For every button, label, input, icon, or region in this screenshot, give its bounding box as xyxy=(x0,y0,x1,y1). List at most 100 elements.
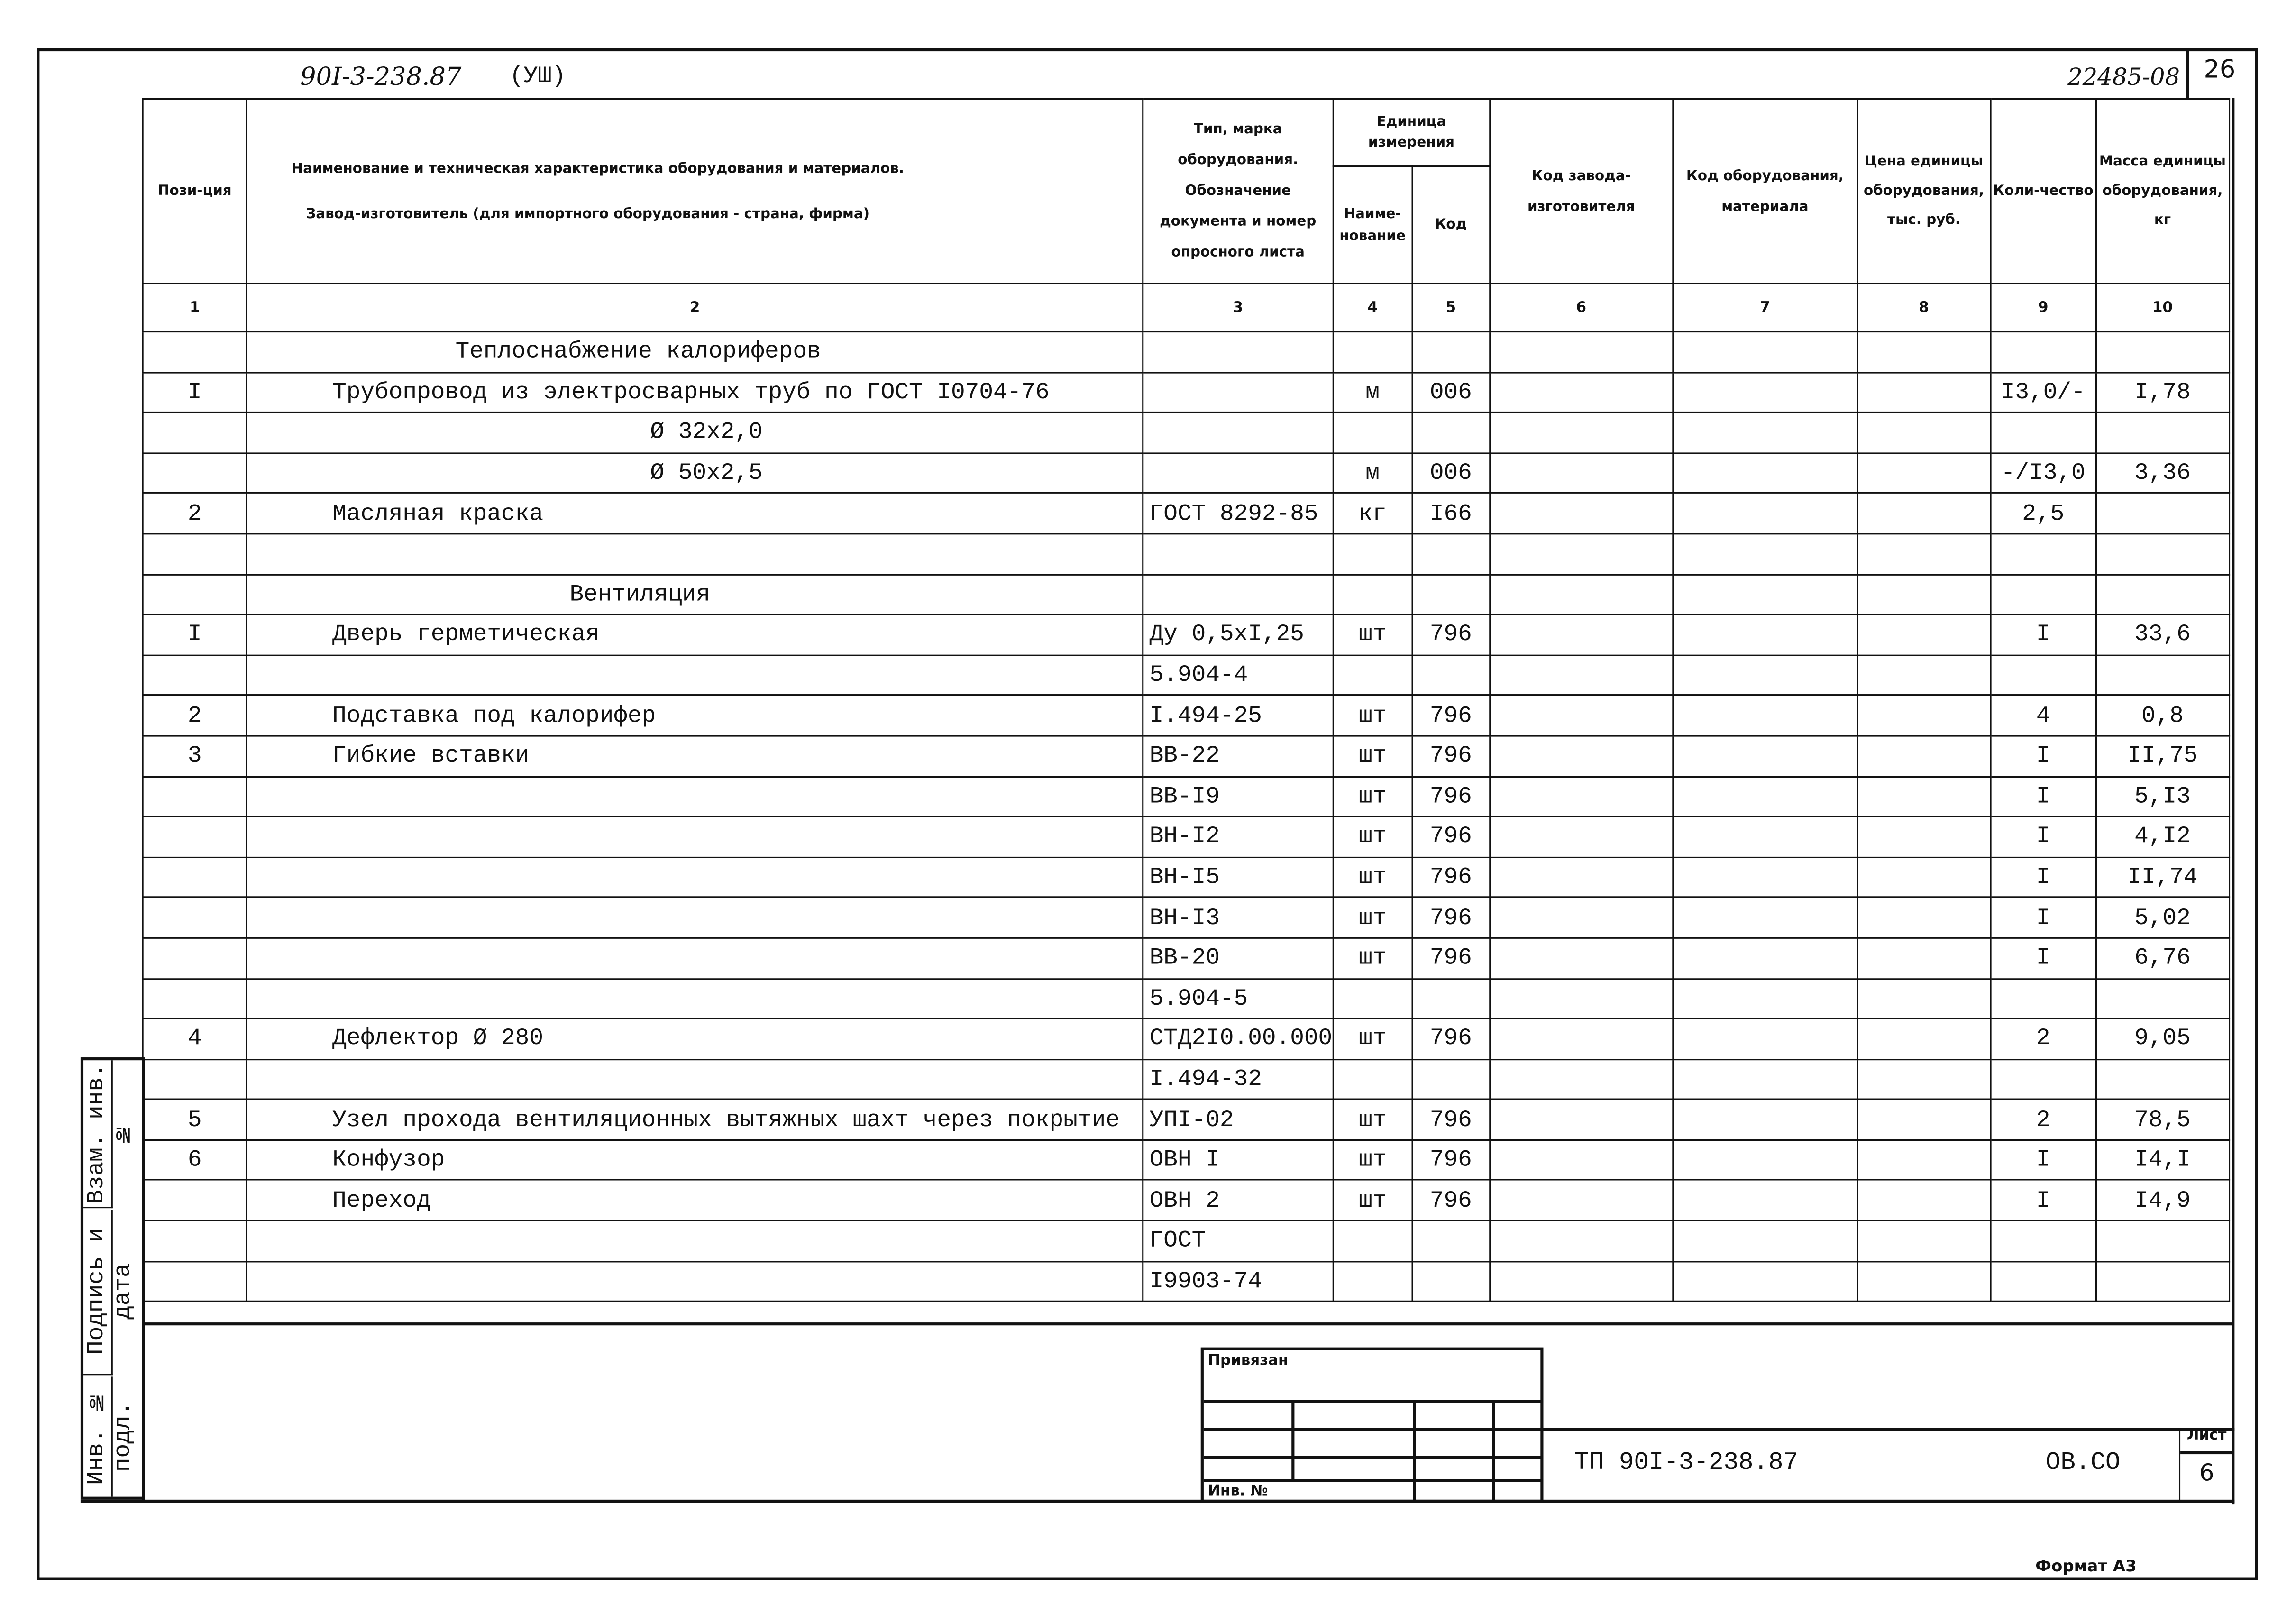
cell-unit-code: 796 xyxy=(1411,856,1491,899)
header-type: Тип, марка оборудования. Обозначение док… xyxy=(1142,98,1334,284)
cell-quantity: I xyxy=(1990,897,2097,939)
cell-unit: шт xyxy=(1332,1018,1413,1060)
linked-stamp: Привязан Инв. № xyxy=(1200,1347,1544,1503)
cell-equipment-code xyxy=(1672,331,1858,373)
cell-unit xyxy=(1332,533,1413,575)
cell-quantity xyxy=(1990,1220,2097,1262)
column-number: 2 xyxy=(246,283,1144,333)
cell-quantity xyxy=(1990,412,2097,454)
column-number: 1 xyxy=(142,283,247,333)
cell-price xyxy=(1856,533,1992,575)
cell-price xyxy=(1856,614,1992,656)
original-inv-label: Инв. № подл. xyxy=(83,1388,137,1485)
table-row: Вентиляция xyxy=(142,573,2230,615)
header-name: Наименование и техническая характеристик… xyxy=(246,98,1144,284)
cell-price xyxy=(1856,897,1992,939)
cell-unit-code xyxy=(1411,1220,1491,1262)
table-row: 5 Узел прохода вентиляционных вытяжных ша… xyxy=(142,1099,2230,1141)
cell-name: Вентиляция xyxy=(246,573,1144,615)
cell-unit-code: 796 xyxy=(1411,1179,1491,1222)
cell-equipment-code xyxy=(1672,735,1858,777)
cell-unit-code xyxy=(1411,533,1491,575)
column-number: 5 xyxy=(1411,283,1491,333)
header-unit-name: Наиме-нование xyxy=(1332,165,1413,284)
cell-name: Подставка под калорифер xyxy=(246,695,1144,737)
cell-factory-code xyxy=(1489,452,1674,495)
cell-factory-code xyxy=(1489,492,1674,535)
cell-price xyxy=(1856,412,1992,454)
cell-type: ОВН I xyxy=(1142,1139,1334,1181)
cell-quantity: -/I3,0 xyxy=(1990,452,2097,495)
sheet-box: Лист 6 xyxy=(2178,1428,2233,1501)
cell-equipment-code xyxy=(1672,492,1858,535)
table-row: ВН-I5 шт 796 I II,74 xyxy=(142,856,2230,899)
cell-price xyxy=(1856,573,1992,615)
table-row: Теплоснабжение калориферов xyxy=(142,331,2230,373)
cell-mass: I,78 xyxy=(2095,371,2230,413)
cell-type: УПI-02 xyxy=(1142,1099,1334,1141)
cell-type: Ду 0,5xI,25 xyxy=(1142,614,1334,656)
cell-unit-code: 796 xyxy=(1411,775,1491,817)
cell-position xyxy=(142,816,247,858)
cell-price xyxy=(1856,1139,1992,1181)
cell-name xyxy=(246,1260,1144,1303)
cell-quantity: I3,0/- xyxy=(1990,371,2097,413)
cell-name: Ø 50x2,5 xyxy=(246,452,1144,495)
cell-type: ГОСТ xyxy=(1142,1220,1334,1262)
cell-type: ВВ-I9 xyxy=(1142,775,1334,817)
cell-unit-code xyxy=(1411,654,1491,697)
cell-unit-code: 796 xyxy=(1411,1139,1491,1181)
sheet-page-number: 26 xyxy=(2204,55,2236,85)
cell-position xyxy=(142,1220,247,1262)
cell-name xyxy=(246,816,1144,858)
cell-factory-code xyxy=(1489,371,1674,413)
inv-label: Инв. № xyxy=(1208,1483,1268,1500)
cell-mass: 5,I3 xyxy=(2095,775,2230,817)
cell-position xyxy=(142,452,247,495)
header-mass: Масса единицы оборудования, кг xyxy=(2095,98,2230,284)
cell-quantity: I xyxy=(1990,735,2097,777)
cell-position xyxy=(142,977,247,1020)
cell-mass xyxy=(2095,573,2230,615)
cell-quantity: I xyxy=(1990,856,2097,899)
cell-quantity: I xyxy=(1990,1139,2097,1181)
cell-position xyxy=(142,856,247,899)
header-price: Цена единицы оборудования, тыс. руб. xyxy=(1856,98,1992,284)
cell-unit-code xyxy=(1411,1260,1491,1303)
cell-type: СТД2I0.00.000 xyxy=(1142,1018,1334,1060)
cell-unit-code xyxy=(1411,977,1491,1020)
cell-unit: шт xyxy=(1332,816,1413,858)
cell-name xyxy=(246,775,1144,817)
cell-factory-code xyxy=(1489,695,1674,737)
cell-position xyxy=(142,1179,247,1222)
cell-type xyxy=(1142,331,1334,373)
cell-quantity xyxy=(1990,1260,2097,1303)
cell-name: Дверь герметическая xyxy=(246,614,1144,656)
cell-equipment-code xyxy=(1672,897,1858,939)
cell-name: Масляная краска xyxy=(246,492,1144,535)
cell-position: I xyxy=(142,614,247,656)
cell-unit-code: I66 xyxy=(1411,492,1491,535)
sheet-label: Лист xyxy=(2180,1428,2233,1455)
cell-factory-code xyxy=(1489,897,1674,939)
table-row: ВВ-20 шт 796 I 6,76 xyxy=(142,937,2230,979)
cell-quantity: I xyxy=(1990,775,2097,817)
cell-unit: шт xyxy=(1332,775,1413,817)
cell-unit: м xyxy=(1332,371,1413,413)
cell-type: I.494-25 xyxy=(1142,695,1334,737)
cell-factory-code xyxy=(1489,1260,1674,1303)
cell-equipment-code xyxy=(1672,654,1858,697)
cell-price xyxy=(1856,492,1992,535)
table-row: ВВ-I9 шт 796 I 5,I3 xyxy=(142,775,2230,817)
cell-mass xyxy=(2095,412,2230,454)
cell-type: ВВ-22 xyxy=(1142,735,1334,777)
cell-position: 5 xyxy=(142,1099,247,1141)
cell-unit xyxy=(1332,1260,1413,1303)
cell-unit xyxy=(1332,412,1413,454)
cell-equipment-code xyxy=(1672,775,1858,817)
cell-name xyxy=(246,897,1144,939)
cell-unit-code: 796 xyxy=(1411,1018,1491,1060)
cell-name xyxy=(246,654,1144,697)
table-row: I9903-74 xyxy=(142,1260,2230,1303)
